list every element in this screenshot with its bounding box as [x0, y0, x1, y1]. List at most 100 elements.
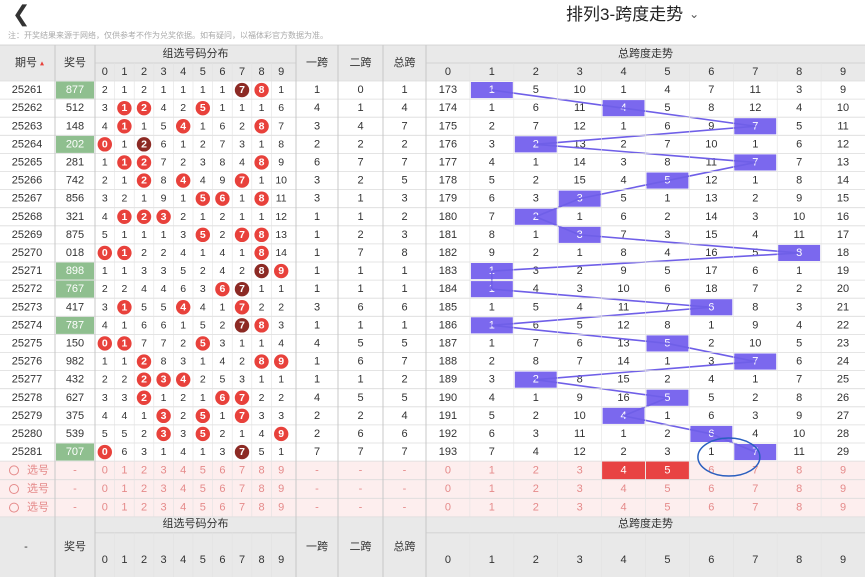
missing-count: 1 [219, 102, 225, 114]
pick-digit-button[interactable]: 2 [141, 483, 147, 495]
drawn-digit-ball [254, 82, 269, 98]
pick-trend-selected[interactable] [602, 461, 645, 480]
back-chevron-left-icon[interactable]: ❮ [12, 1, 31, 26]
pick-trend-button[interactable]: 3 [577, 502, 583, 514]
pick-digit-button[interactable]: 0 [102, 483, 108, 495]
pick-row[interactable] [9, 502, 19, 513]
pick-trend-button[interactable]: 3 [577, 483, 583, 495]
pick-digit-button[interactable]: 9 [278, 502, 284, 514]
pick-digit-button[interactable]: 1 [121, 464, 127, 476]
pick-digit-button[interactable]: 2 [141, 502, 147, 514]
pick-prize: - [73, 464, 77, 476]
missing-count: 11 [276, 193, 287, 205]
total-span-cell: 2 [401, 138, 407, 150]
trend-missing-value: 1 [664, 193, 670, 205]
pick-trend-button[interactable]: 0 [445, 464, 451, 476]
pick-trend-button[interactable]: 0 [445, 483, 451, 495]
drawn-digit: 1 [121, 156, 127, 168]
pick-digit-button[interactable]: 6 [219, 464, 225, 476]
pick-digit-button[interactable]: 1 [121, 483, 127, 495]
pick-trend-button[interactable]: 7 [752, 483, 758, 495]
pick-trend-button[interactable]: 7 [752, 464, 758, 476]
trend-missing-value: 5 [577, 319, 583, 331]
pick-digit-button[interactable]: 9 [278, 483, 284, 495]
pick-digit-button[interactable]: 8 [259, 483, 265, 495]
radio-circle-icon[interactable] [9, 484, 19, 494]
pick-digit-button[interactable]: 4 [180, 483, 186, 495]
pick-digit-button[interactable]: 9 [278, 464, 284, 476]
trend-missing-value: 4 [752, 229, 758, 241]
trend-missing-value: 15 [705, 229, 717, 241]
pick-digit-button[interactable]: 4 [180, 464, 186, 476]
pick-trend-button[interactable]: 6 [708, 483, 714, 495]
pick-digit-button[interactable]: 0 [102, 502, 108, 514]
drawn-digit-ball [195, 336, 210, 351]
pick-digit-button[interactable]: 1 [121, 502, 127, 514]
pick-digit-button[interactable]: 7 [239, 502, 245, 514]
pick-digit-button[interactable]: 6 [219, 502, 225, 514]
drawn-digit: 7 [239, 229, 245, 241]
pick-digit-button[interactable]: 7 [239, 483, 245, 495]
pick-trend-button[interactable]: 1 [489, 483, 495, 495]
pick-digit-button[interactable]: 7 [239, 464, 245, 476]
pick-trend-button[interactable]: 4 [620, 483, 626, 495]
trend-missing-value: 5 [796, 120, 802, 132]
pick-trend-button[interactable]: 5 [664, 464, 670, 476]
pick-digit-button[interactable]: 8 [259, 464, 265, 476]
pick-digit-button[interactable]: 5 [200, 483, 206, 495]
pick-row[interactable] [9, 461, 689, 480]
pick-label[interactable]: 选号 [27, 463, 49, 476]
pick-trend-button[interactable]: 0 [445, 502, 451, 514]
pick-digit-button[interactable]: 5 [200, 502, 206, 514]
sort-arrows-icon[interactable]: ▴ [40, 59, 44, 68]
pick-row[interactable] [9, 484, 19, 494]
pick-trend-button[interactable]: 8 [796, 464, 802, 476]
missing-count: 4 [219, 265, 225, 277]
header-period[interactable]: 期号 [15, 56, 37, 69]
trend-missing-value: 29 [837, 446, 849, 458]
pick-digit-button[interactable]: 6 [219, 483, 225, 495]
pick-trend-button[interactable]: 9 [840, 464, 846, 476]
pick-trend-button[interactable]: 4 [620, 502, 626, 514]
pick-trend-button[interactable]: 9 [840, 483, 846, 495]
radio-circle-icon[interactable] [9, 465, 19, 476]
page-title[interactable]: 排列3-跨度走势 ⌄ [566, 2, 699, 27]
pick-digit-button[interactable]: 8 [259, 502, 265, 514]
header-digit: 7 [239, 66, 245, 78]
pick-trend-button[interactable]: 2 [533, 502, 539, 514]
pick-digit-button[interactable]: 3 [161, 483, 167, 495]
pick-label[interactable]: 选号 [27, 482, 49, 495]
pick-digit-button[interactable]: 3 [161, 464, 167, 476]
pick-trend-button[interactable]: 7 [752, 502, 758, 514]
pick-trend-button[interactable]: 8 [796, 483, 802, 495]
pick-digit-button[interactable]: 0 [102, 464, 108, 476]
header-trend-col: 8 [796, 66, 802, 78]
pick-trend-selected[interactable] [646, 461, 689, 480]
drawn-digit-ball [97, 444, 113, 460]
missing-count: 2 [200, 374, 206, 386]
prize-highlight [56, 316, 94, 334]
pick-digit-button[interactable]: 5 [200, 464, 206, 476]
pick-trend-button[interactable]: 6 [708, 464, 714, 476]
pick-trend-button[interactable]: 2 [533, 483, 539, 495]
period-cell: 25264 [12, 138, 43, 150]
pick-digit-button[interactable]: 4 [180, 502, 186, 514]
period-cell: 25276 [12, 356, 43, 368]
pick-trend-button[interactable]: 5 [664, 483, 670, 495]
pick-trend-button[interactable]: 3 [577, 464, 583, 476]
pick-trend-button[interactable]: 5 [664, 502, 670, 514]
pick-trend-button[interactable]: 1 [489, 464, 495, 476]
pick-label[interactable]: 选号 [27, 501, 49, 514]
radio-circle-icon[interactable] [9, 502, 19, 513]
pick-trend-button[interactable]: 8 [796, 502, 802, 514]
pick-digit-button[interactable]: 2 [141, 464, 147, 476]
pick-digit-button[interactable]: 3 [161, 502, 167, 514]
pick-trend-button[interactable]: 2 [533, 464, 539, 476]
pick-trend-button[interactable]: 9 [840, 502, 846, 514]
pick-trend-button[interactable]: 1 [489, 502, 495, 514]
pick-trend-button[interactable]: 6 [708, 502, 714, 514]
trend-missing-value: 3 [533, 265, 539, 277]
drawn-digit-ball [234, 281, 250, 297]
missing-count: 1 [121, 319, 127, 331]
pick-trend-button[interactable]: 4 [620, 464, 626, 476]
